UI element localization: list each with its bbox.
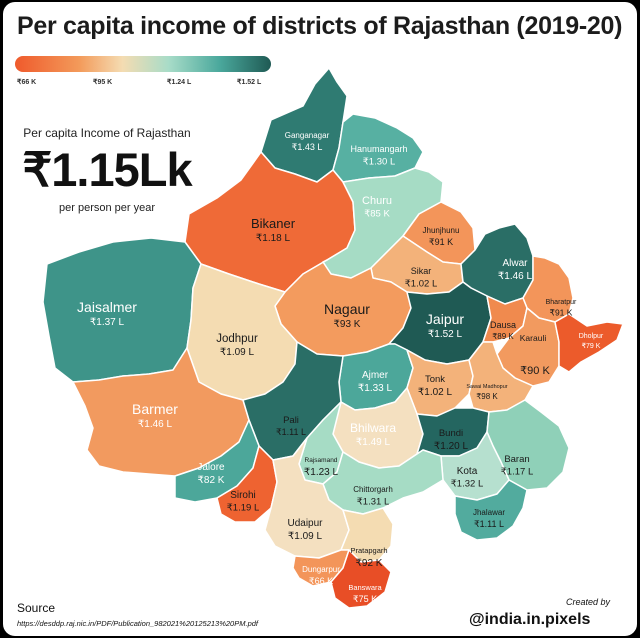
district-value-churu: ₹85 K [364, 209, 390, 220]
page-title: Per capita income of districts of Rajast… [17, 12, 623, 40]
district-value-baran: ₹1.17 L [501, 467, 533, 478]
region-tonk [406, 349, 474, 417]
district-name-kota: Kota [457, 466, 478, 477]
district-value-bhilwara: ₹1.49 L [356, 437, 391, 448]
region-kota [440, 431, 510, 501]
district-value-pratapgarh: ₹92 K [356, 558, 383, 569]
district-name-chittorgarh: Chittorgarh [353, 485, 393, 494]
district-name-bharatpur: Bharatpur [546, 299, 577, 306]
district-value-alwar: ₹1.46 L [498, 271, 533, 282]
district-name-sawai-madhopur: Sawai Madhopur [466, 384, 507, 390]
district-value-jalore: ₹82 K [198, 475, 225, 486]
district-name-dholpur: Dholpur [579, 333, 604, 340]
district-name-bikaner: Bikaner [251, 216, 296, 231]
district-name-jodhpur: Jodhpur [216, 333, 258, 345]
district-value-jhalawar: ₹1.11 L [474, 519, 504, 529]
region-sawai-madhopur [468, 341, 534, 413]
district-name-banswara: Banswara [348, 583, 382, 592]
district-name-sikar: Sikar [411, 266, 432, 276]
district-name-dungarpur: Dungarpur [302, 565, 340, 574]
district-value-banswara: ₹75 K [353, 594, 377, 604]
district-name-bundi: Bundi [439, 428, 463, 439]
district-value-kota: ₹1.32 L [451, 479, 483, 490]
district-name-dausa: Dausa [490, 320, 516, 330]
district-name-pali: Pali [283, 415, 299, 426]
district-value-karauli: ₹90 K [520, 365, 550, 377]
district-value-jaisalmer: ₹1.37 L [90, 317, 125, 328]
district-name-barmer: Barmer [132, 401, 178, 417]
district-value-bikaner: ₹1.18 L [256, 233, 291, 244]
district-name-rajsamand: Rajsamand [305, 457, 338, 464]
district-name-ajmer: Ajmer [362, 370, 389, 381]
district-value-ganganagar: ₹1.43 L [292, 142, 323, 152]
region-udaipur [264, 437, 350, 559]
district-name-jalore: Jalore [197, 462, 225, 473]
district-name-karauli: Karauli [520, 333, 547, 343]
region-jhalawar [454, 479, 528, 541]
district-name-jaisalmer: Jaisalmer [77, 299, 137, 315]
district-name-alwar: Alwar [502, 258, 528, 269]
district-value-pali: ₹1.11 L [276, 427, 306, 437]
district-name-nagaur: Nagaur [324, 301, 370, 317]
state-income-value: ₹1.15Lk [22, 143, 192, 196]
district-value-sikar: ₹1.02 L [405, 279, 437, 290]
district-value-bundi: ₹1.20 L [434, 441, 469, 452]
district-name-pratapgarh: Pratapgarh [350, 546, 387, 555]
state-income-label: Per capita Income of Rajasthan [23, 126, 191, 140]
district-name-jhalawar: Jhalawar [473, 508, 505, 517]
legend-label-min: ₹66 K [17, 79, 37, 86]
district-value-sirohi: ₹1.19 L [227, 503, 259, 514]
legend-label-2: ₹95 K [93, 79, 113, 86]
district-value-dholpur: ₹79 K [582, 342, 601, 350]
state-income-unit: per person per year [59, 202, 155, 214]
district-name-churu: Churu [362, 195, 392, 207]
district-name-tonk: Tonk [425, 374, 445, 385]
district-map: Ganganagar ₹1.43 L Hanumangarh ₹1.30 L Churu… [42, 67, 624, 609]
district-value-bharatpur: ₹91 K [550, 308, 573, 318]
district-value-dungarpur: ₹66 K [309, 576, 333, 586]
district-value-hanumangarh: ₹1.30 L [363, 157, 395, 168]
district-value-dausa: ₹89 K [492, 332, 514, 341]
district-name-jhunjhunu: Jhunjhunu [423, 226, 460, 235]
region-banswara [330, 549, 392, 609]
district-name-udaipur: Udaipur [287, 518, 323, 529]
source-link[interactable]: https://desddp.raj.nic.in/PDF/Publicatio… [17, 619, 258, 628]
source-heading: Source [17, 601, 56, 615]
district-value-chittorgarh: ₹1.31 L [357, 497, 389, 508]
district-name-ganganagar: Ganganagar [285, 131, 330, 140]
credit-caption: Created by [566, 597, 611, 607]
infographic-card: Per capita income of districts of Rajast… [3, 2, 637, 636]
credit-handle[interactable]: @india.in.pixels [469, 611, 591, 628]
legend-label-3: ₹1.24 L [167, 79, 192, 86]
district-value-jodhpur: ₹1.09 L [220, 347, 255, 358]
district-value-barmer: ₹1.46 L [138, 419, 173, 430]
district-value-tonk: ₹1.02 L [418, 387, 453, 398]
district-name-bhilwara: Bhilwara [350, 421, 396, 435]
district-value-jaipur: ₹1.52 L [428, 329, 463, 340]
district-value-jhunjhunu: ₹91 K [429, 237, 453, 247]
district-name-sirohi: Sirohi [230, 490, 256, 501]
district-value-ajmer: ₹1.33 L [358, 383, 393, 394]
district-name-jaipur: Jaipur [426, 311, 464, 327]
district-value-rajsamand: ₹1.23 L [304, 467, 339, 478]
district-value-sawai-madhopur: ₹98 K [476, 392, 498, 401]
district-value-udaipur: ₹1.09 L [288, 531, 323, 542]
legend-label-max: ₹1.52 L [237, 79, 262, 86]
district-name-hanumangarh: Hanumangarh [350, 144, 407, 154]
district-value-nagaur: ₹93 K [334, 319, 361, 330]
region-dholpur [554, 313, 624, 373]
legend-gradient [15, 56, 271, 72]
district-name-baran: Baran [504, 454, 529, 465]
